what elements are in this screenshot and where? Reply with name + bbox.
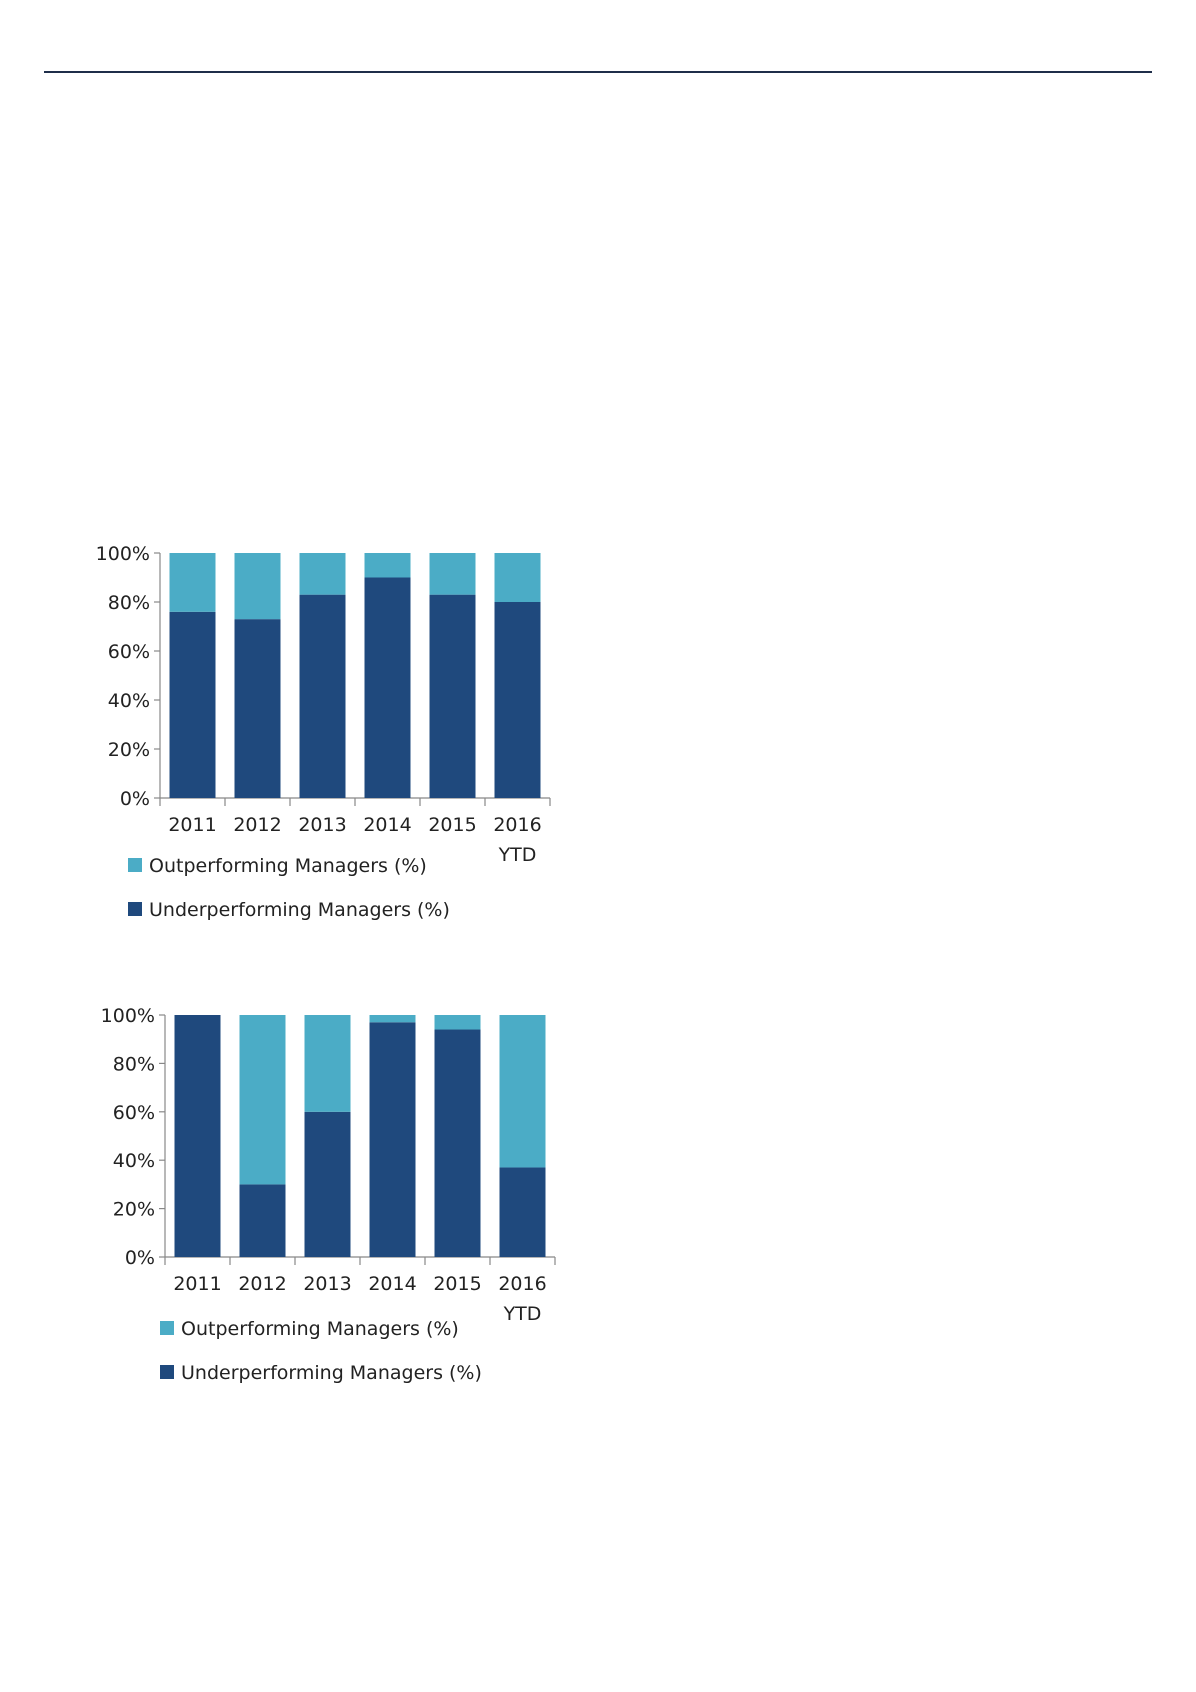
bar-segment-underperforming <box>434 1029 481 1257</box>
y-tick-label: 60% <box>113 1102 155 1124</box>
y-tick-label: 0% <box>120 788 150 810</box>
bar-segment-underperforming <box>494 602 541 798</box>
bar-segment-underperforming <box>299 594 346 798</box>
y-tick-label: 100% <box>101 1005 155 1027</box>
legend-label: Underperforming Managers (%) <box>181 1362 482 1384</box>
x-tick-label: 2013 <box>303 1273 351 1295</box>
bar-segment-underperforming <box>369 1022 416 1257</box>
x-tick-label: YTD <box>503 1303 542 1325</box>
y-tick-label: 40% <box>113 1150 155 1172</box>
legend-swatch <box>128 902 142 916</box>
bar-segment-outperforming <box>434 1015 481 1030</box>
bar-segment-underperforming <box>234 619 281 798</box>
header-rule <box>44 71 1152 73</box>
bar-segment-underperforming <box>364 577 411 798</box>
bar-segment-outperforming <box>429 553 476 595</box>
legend-swatch <box>160 1321 174 1335</box>
bar-segment-outperforming <box>169 553 216 612</box>
x-tick-label: 2015 <box>428 814 476 836</box>
bar-segment-underperforming <box>169 611 216 798</box>
legend-swatch <box>128 858 142 872</box>
bar-segment-outperforming <box>299 553 346 595</box>
legend-swatch <box>160 1365 174 1379</box>
legend-label: Underperforming Managers (%) <box>149 899 450 921</box>
bar-segment-underperforming <box>499 1167 546 1257</box>
y-tick-label: 40% <box>108 690 150 712</box>
y-tick-label: 20% <box>108 739 150 761</box>
x-tick-label: 2014 <box>363 814 411 836</box>
x-tick-label: 2014 <box>368 1273 416 1295</box>
y-tick-label: 60% <box>108 641 150 663</box>
bar-segment-outperforming <box>364 553 411 578</box>
y-tick-label: 20% <box>113 1199 155 1221</box>
bar-segment-outperforming <box>304 1015 351 1112</box>
bar-segment-outperforming <box>494 553 541 602</box>
bar-segment-underperforming <box>304 1111 351 1257</box>
legend-label: Outperforming Managers (%) <box>149 855 427 877</box>
y-tick-label: 0% <box>125 1247 155 1269</box>
x-tick-label: 2013 <box>298 814 346 836</box>
x-tick-label: 2016 <box>493 814 541 836</box>
y-tick-label: 80% <box>108 592 150 614</box>
x-tick-label: 2015 <box>433 1273 481 1295</box>
y-tick-label: 100% <box>96 543 150 565</box>
legend-label: Outperforming Managers (%) <box>181 1318 459 1340</box>
bar-segment-underperforming <box>429 594 476 798</box>
bar-segment-outperforming <box>234 553 281 620</box>
bar-segment-underperforming <box>239 1184 286 1257</box>
y-tick-label: 80% <box>113 1053 155 1075</box>
x-tick-label: 2011 <box>168 814 216 836</box>
x-tick-label: 2016 <box>498 1273 546 1295</box>
bar-segment-underperforming <box>174 1015 221 1257</box>
bar-segment-outperforming <box>239 1015 286 1185</box>
x-tick-label: YTD <box>498 844 537 866</box>
bar-segment-outperforming <box>369 1015 416 1023</box>
bar-segment-outperforming <box>499 1015 546 1168</box>
x-tick-label: 2012 <box>233 814 281 836</box>
x-tick-label: 2012 <box>238 1273 286 1295</box>
x-tick-label: 2011 <box>173 1273 221 1295</box>
